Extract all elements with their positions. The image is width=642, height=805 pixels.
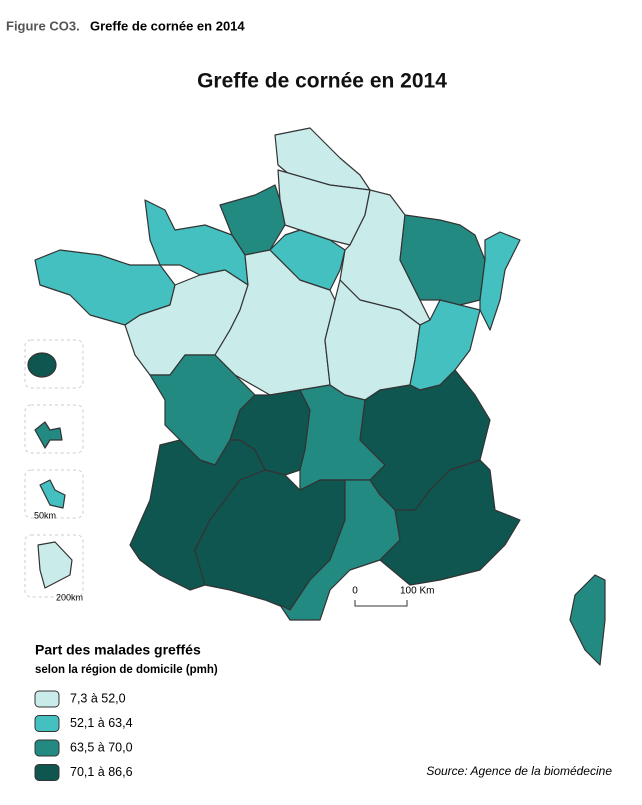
inset-scale: 50km (34, 510, 56, 520)
legend-swatch (34, 715, 60, 732)
legend-label: 7,3 à 52,0 (70, 691, 126, 705)
legend-swatch (34, 739, 60, 757)
map-title: Greffe de cornée en 2014 (197, 70, 447, 93)
overseas-insets: 50km 200km (24, 339, 84, 602)
legend-label: 52,1 à 63,4 (70, 716, 133, 730)
figure-label: Figure CO3. (6, 18, 80, 33)
legend-swatch (34, 764, 60, 781)
legend-label: 70,1 à 86,6 (70, 765, 133, 779)
legend-swatch (34, 690, 60, 708)
figure-title: Greffe de cornée en 2014 (90, 18, 245, 33)
legend: 7,3 à 52,0 52,1 à 63,4 63,5 à 70,0 70,1 à 8… (34, 690, 133, 781)
legend-title: Part des malades greffés (35, 642, 201, 658)
inset-scale: 200km (56, 592, 83, 602)
source: Source: Agence de la biomédecine (426, 764, 612, 778)
scale-start: 0 (352, 586, 358, 597)
scale-end: 100 Km (400, 586, 434, 597)
map-regions (34, 127, 606, 666)
scale-bar: 0 100 Km (352, 586, 434, 607)
legend-subtitle: selon la région de domicile (pmh) (35, 664, 218, 676)
legend-label: 63,5 à 70,0 (70, 740, 133, 754)
